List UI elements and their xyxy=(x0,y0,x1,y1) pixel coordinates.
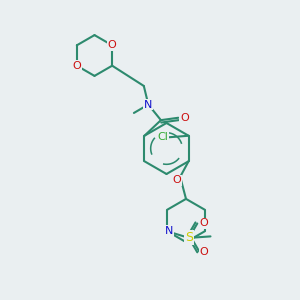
Text: N: N xyxy=(144,100,152,110)
Text: O: O xyxy=(108,40,116,50)
Text: O: O xyxy=(180,113,189,123)
Text: S: S xyxy=(185,231,193,244)
Text: O: O xyxy=(173,176,182,185)
Text: N: N xyxy=(165,226,173,236)
Text: O: O xyxy=(200,218,208,229)
Text: O: O xyxy=(200,247,208,257)
Text: O: O xyxy=(73,61,81,71)
Text: Cl: Cl xyxy=(157,132,168,142)
